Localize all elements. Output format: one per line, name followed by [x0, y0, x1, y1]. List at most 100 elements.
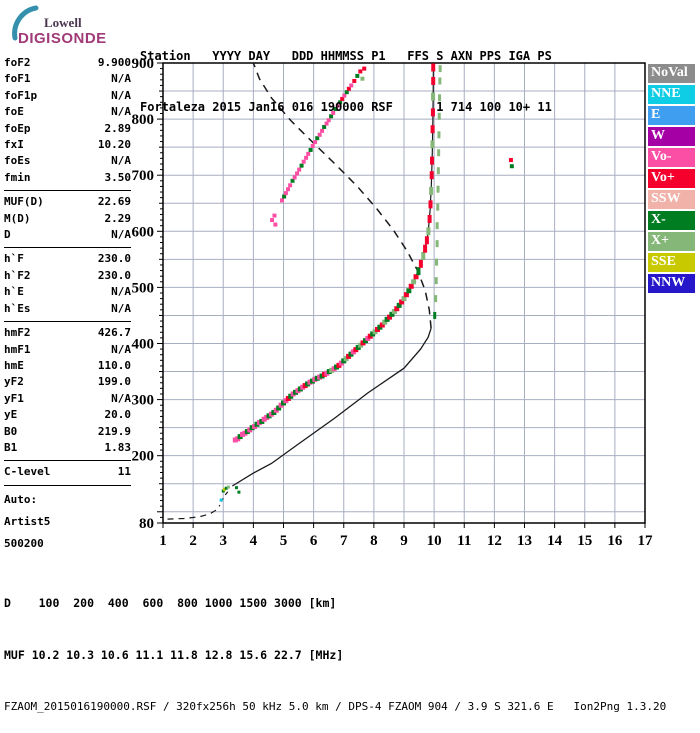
- second-hop-echo: [283, 191, 288, 196]
- profile-e-dashed: [167, 504, 221, 520]
- f-trace-echo: [389, 311, 395, 317]
- second-hop-echo: [290, 178, 295, 183]
- param-row: h`Es N/A: [4, 301, 131, 317]
- param-row: 500200: [4, 533, 131, 555]
- legend-item-noval: NoVal: [648, 64, 695, 83]
- second-hop-echo: [331, 110, 336, 115]
- param-value: N/A: [111, 342, 131, 356]
- legend-item-x: X-: [648, 211, 695, 230]
- second-hop-echo: [301, 159, 306, 164]
- second-hop-echo: [346, 86, 351, 91]
- param-value: 22.69: [97, 195, 131, 209]
- panel-divider: [4, 460, 131, 462]
- param-label: yF2: [4, 375, 24, 389]
- param-label: D: [4, 228, 11, 242]
- param-row: yF2 199.0: [4, 374, 131, 390]
- isolated-echo: [508, 158, 513, 163]
- y-tick-label: 400: [132, 336, 155, 352]
- ionogram-page: { "logo": {"lowell": "Lowell", "digisond…: [4, 5, 695, 713]
- second-hop-echo: [299, 163, 304, 168]
- param-value: 2.29: [104, 211, 132, 225]
- param-row: foEp 2.89: [4, 121, 131, 137]
- legend-item-vo: Vo+: [648, 169, 695, 188]
- second-hop-echo: [304, 155, 309, 160]
- second-hop-echo: [270, 218, 275, 223]
- second-hop-echo: [342, 93, 347, 98]
- x-tick-label: 8: [370, 533, 378, 549]
- param-row: foF1p N/A: [4, 88, 131, 104]
- param-row: M(D) 2.29: [4, 211, 131, 227]
- second-hop-echo: [326, 118, 331, 123]
- x-mode-echo: [434, 277, 438, 285]
- x-mode-echo: [436, 203, 440, 211]
- param-label: 500200: [4, 536, 44, 550]
- f-trace-echo: [430, 108, 435, 117]
- panel-divider: [4, 321, 131, 323]
- f-trace-echo: [431, 92, 436, 101]
- param-row: foE N/A: [4, 104, 131, 120]
- param-row: h`F2 230.0: [4, 268, 131, 284]
- param-label: fxI: [4, 138, 24, 152]
- param-label: yE: [4, 408, 18, 422]
- e-region-echo: [224, 486, 228, 490]
- second-hop-echo: [288, 183, 293, 188]
- header-values-row: Fortaleza 2015 Jan16 016 190000 RSF 1 71…: [140, 100, 552, 114]
- second-hop-echo: [340, 96, 345, 101]
- param-label: foEp: [4, 121, 31, 135]
- param-row: yE 20.0: [4, 407, 131, 423]
- param-row: hmF1 N/A: [4, 342, 131, 358]
- param-row: MUF(D) 22.69: [4, 194, 131, 210]
- param-value: 3.50: [104, 170, 132, 184]
- param-row: foF2 9.900: [4, 55, 131, 71]
- second-hop-echo: [308, 147, 313, 152]
- y-tick-label: 700: [132, 168, 155, 184]
- y-tick-label: 500: [132, 280, 155, 296]
- param-value: N/A: [111, 154, 131, 168]
- x-tick-label: 16: [607, 533, 623, 549]
- second-hop-echo: [310, 144, 315, 149]
- x-mode-echo: [435, 240, 439, 248]
- f-trace-echo: [411, 279, 417, 285]
- second-hop-echo: [315, 136, 320, 141]
- second-hop-echo: [292, 175, 297, 180]
- second-hop-echo: [322, 124, 327, 129]
- second-hop-echo: [317, 132, 322, 137]
- second-hop-echo: [344, 90, 349, 95]
- f-trace-echo: [413, 274, 419, 280]
- param-label: MUF(D): [4, 195, 44, 209]
- x-tick-label: 17: [638, 533, 654, 549]
- f-trace-echo: [379, 322, 385, 328]
- param-value: 219.9: [97, 424, 131, 438]
- param-label: M(D): [4, 211, 31, 225]
- param-label: foF1p: [4, 88, 38, 102]
- f-trace-echo: [416, 267, 421, 276]
- param-value: N/A: [111, 72, 131, 86]
- second-hop-echo: [338, 100, 343, 105]
- param-value: N/A: [111, 105, 131, 119]
- f-trace-echo: [431, 63, 436, 72]
- x-tick-label: 1: [159, 533, 167, 549]
- param-label: Artist5: [4, 514, 51, 528]
- f-trace-echo: [428, 200, 433, 209]
- f-trace-echo: [431, 76, 436, 85]
- param-label: foEs: [4, 154, 31, 168]
- doppler-direction-legend: NoVal NNE E W Vo- Vo+ SSW X- X+ SSE NNW: [648, 64, 695, 295]
- x-tick-label: 15: [577, 533, 592, 549]
- x-tick-label: 14: [547, 533, 563, 549]
- x-tick-label: 10: [427, 533, 442, 549]
- param-row: h`F 230.0: [4, 251, 131, 267]
- x-mode-echo: [437, 131, 441, 139]
- f-trace-echo: [276, 405, 282, 411]
- param-row: D N/A: [4, 227, 131, 243]
- f-trace-echo: [429, 186, 434, 195]
- f-trace-echo: [423, 244, 428, 253]
- second-hop-echo: [360, 76, 365, 81]
- param-row: C-level 11: [4, 464, 131, 480]
- param-value: 230.0: [97, 252, 131, 266]
- param-label: B1: [4, 440, 18, 454]
- second-hop-echo: [355, 73, 360, 78]
- true-height-profile: [231, 328, 432, 487]
- x-tick-label: 2: [189, 533, 197, 549]
- param-value: N/A: [111, 301, 131, 315]
- param-label: foF2: [4, 56, 31, 69]
